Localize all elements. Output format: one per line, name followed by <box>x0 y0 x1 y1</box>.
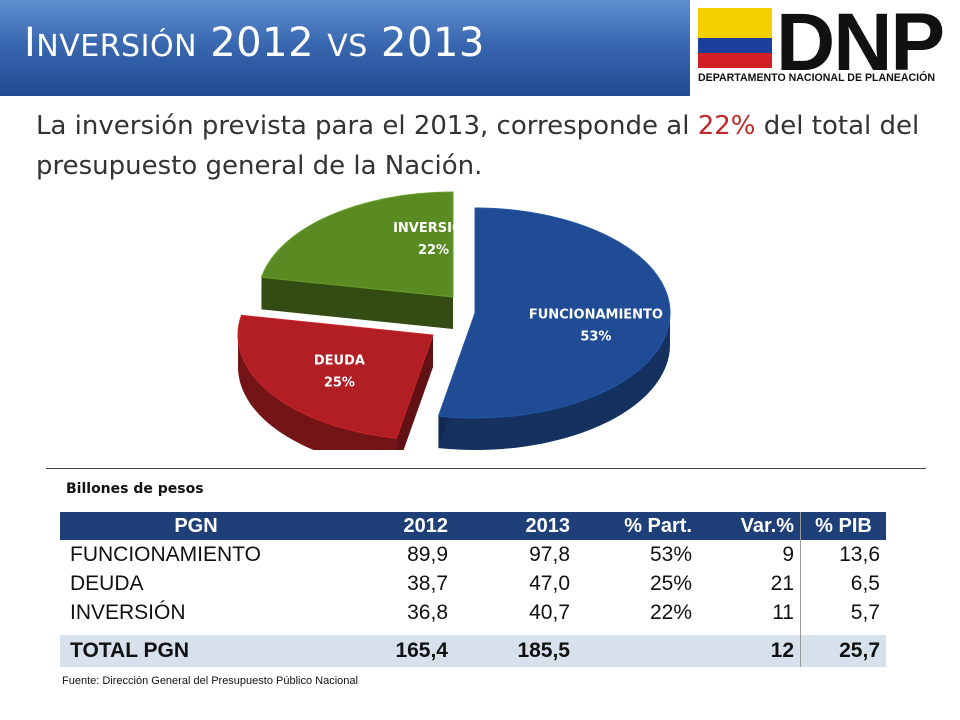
pie-slice-deuda <box>237 314 434 439</box>
cell-concept: DEUDA <box>70 571 144 595</box>
source-note: Fuente: Dirección General del Presupuest… <box>62 675 358 687</box>
subtitle-highlight: 22% <box>697 111 756 141</box>
pie-value-deuda: 25% <box>324 375 355 390</box>
pie-value-inversion: 22% <box>418 243 449 258</box>
cell-var: 21 <box>770 571 794 595</box>
cell-concept: FUNCIONAMIENTO <box>70 542 261 566</box>
header-cell-var: Var.% <box>698 512 801 540</box>
cell-pib: 6,5 <box>800 569 886 598</box>
header-cell-2012: 2012 <box>332 512 454 540</box>
title-initial: I <box>24 20 37 66</box>
cell-2012: 89,9 <box>407 542 448 566</box>
subtitle-before: La inversión prevista para el 2013, corr… <box>36 111 698 141</box>
table-row: INVERSIÓN 36,8 40,7 22% 11 5,7 <box>60 598 886 627</box>
divider <box>46 468 926 469</box>
total-2012: 165,4 <box>332 635 454 667</box>
table-spacer <box>60 627 886 635</box>
pie-label-deuda: DEUDA <box>314 353 365 368</box>
header-cell-2013: 2013 <box>454 512 576 540</box>
cell-2013: 47,0 <box>529 571 570 595</box>
page-title: INVERSIÓN 2012 VS 2013 <box>24 20 485 66</box>
cell-var: 9 <box>782 542 794 566</box>
logo-subtitle: DEPARTAMENTO NACIONAL DE PLANEACIÓN <box>698 72 935 84</box>
cell-2013: 97,8 <box>529 542 570 566</box>
subtitle: La inversión prevista para el 2013, corr… <box>36 106 936 186</box>
cell-part: 53% <box>649 542 692 566</box>
pie-slice-funcionamiento <box>437 207 671 419</box>
pie-chart: FUNCIONAMIENTO 53% DEUDA 25% INVERSIÓN 22% <box>237 191 671 450</box>
cell-pib: 5,7 <box>800 598 886 627</box>
title-bar: INVERSIÓN 2012 VS 2013 <box>0 0 690 96</box>
pie-side-deuda <box>238 335 397 450</box>
pie-label-inversion: INVERSIÓN <box>393 220 474 236</box>
title-smallcaps: NVERSIÓN <box>36 29 198 64</box>
title-vs: VS <box>327 29 368 64</box>
units-label: Billones de pesos <box>66 481 204 497</box>
pie-slice-inversion <box>260 191 454 298</box>
pie-label-funcionamiento: FUNCIONAMIENTO <box>529 307 663 322</box>
total-label: TOTAL PGN <box>60 635 332 667</box>
total-2013: 185,5 <box>454 635 576 667</box>
pie-edge-inversion <box>261 277 453 329</box>
cell-2012: 36,8 <box>407 600 448 624</box>
cell-pib: 13,6 <box>800 540 886 569</box>
pie-value-funcionamiento: 53% <box>580 329 611 344</box>
total-part <box>576 635 698 667</box>
cell-2013: 40,7 <box>529 600 570 624</box>
logo-text: DNP <box>776 0 945 88</box>
total-pib: 25,7 <box>800 635 886 667</box>
total-var: 12 <box>698 635 801 667</box>
subtitle-after: del total del presupuesto general de la … <box>36 111 920 181</box>
cell-2012: 38,7 <box>407 571 448 595</box>
colombia-flag-icon <box>698 8 772 68</box>
cell-part: 22% <box>649 600 692 624</box>
header-cell-pib: % PIB <box>800 512 886 540</box>
cell-var: 11 <box>772 600 794 624</box>
table-row: DEUDA 38,7 47,0 25% 21 6,5 <box>60 569 886 598</box>
title-year-2012: 2012 <box>197 20 328 66</box>
pie-side-funcionamiento <box>438 313 670 450</box>
cell-part: 25% <box>649 571 692 595</box>
cell-concept: INVERSIÓN <box>70 600 186 624</box>
title-year-2013: 2013 <box>367 20 485 66</box>
table-header-row: PGN 2012 2013 % Part. Var.% % PIB <box>60 512 886 540</box>
table-total-row: TOTAL PGN 165,4 185,5 12 25,7 <box>60 635 886 667</box>
header-cell-part: % Part. <box>576 512 698 540</box>
header-cell-pgn: PGN <box>60 512 332 540</box>
pgn-table: PGN 2012 2013 % Part. Var.% % PIB FUNCIO… <box>60 512 886 667</box>
table-row: FUNCIONAMIENTO 89,9 97,8 53% 9 13,6 <box>60 540 886 569</box>
